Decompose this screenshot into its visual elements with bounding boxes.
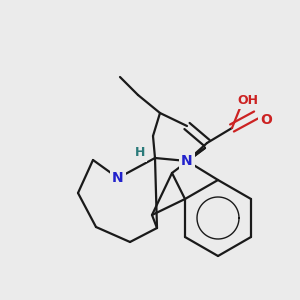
Text: H: H [135,146,145,160]
Text: N: N [181,154,193,168]
Text: O: O [260,113,272,127]
Text: OH: OH [238,94,259,106]
Text: N: N [112,171,124,185]
